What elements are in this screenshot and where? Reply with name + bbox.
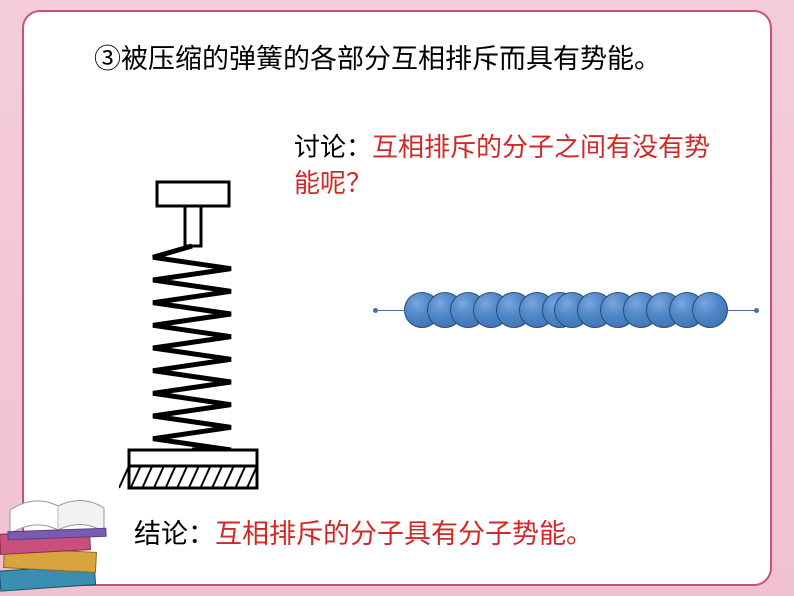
conclusion-line: 结论：互相排斥的分子具有分子势能。: [134, 512, 593, 551]
molecule-stack-right: [554, 292, 728, 328]
statement-3: ③被压缩的弹簧的各部分互相排斥而具有势能。: [94, 40, 694, 79]
molecule-group-left: [376, 292, 578, 328]
discussion-line: 讨论：互相排斥的分子之间有没有势能呢？: [294, 130, 714, 203]
content-card: ③被压缩的弹簧的各部分互相排斥而具有势能。 讨论：互相排斥的分子之间有没有势能呢…: [22, 10, 772, 586]
compressed-spring-diagram: [119, 172, 269, 502]
discussion-prefix: 讨论：: [294, 133, 372, 162]
molecule-group-right: [554, 292, 756, 328]
force-line-right: [728, 310, 756, 311]
molecule-stack-left: [404, 292, 578, 328]
force-line-left: [376, 310, 404, 311]
books-decoration-icon: [0, 486, 120, 596]
conclusion-body: 互相排斥的分子具有分子势能。: [215, 519, 593, 549]
conclusion-prefix: 结论：: [134, 519, 215, 549]
molecule-icon: [692, 292, 728, 328]
